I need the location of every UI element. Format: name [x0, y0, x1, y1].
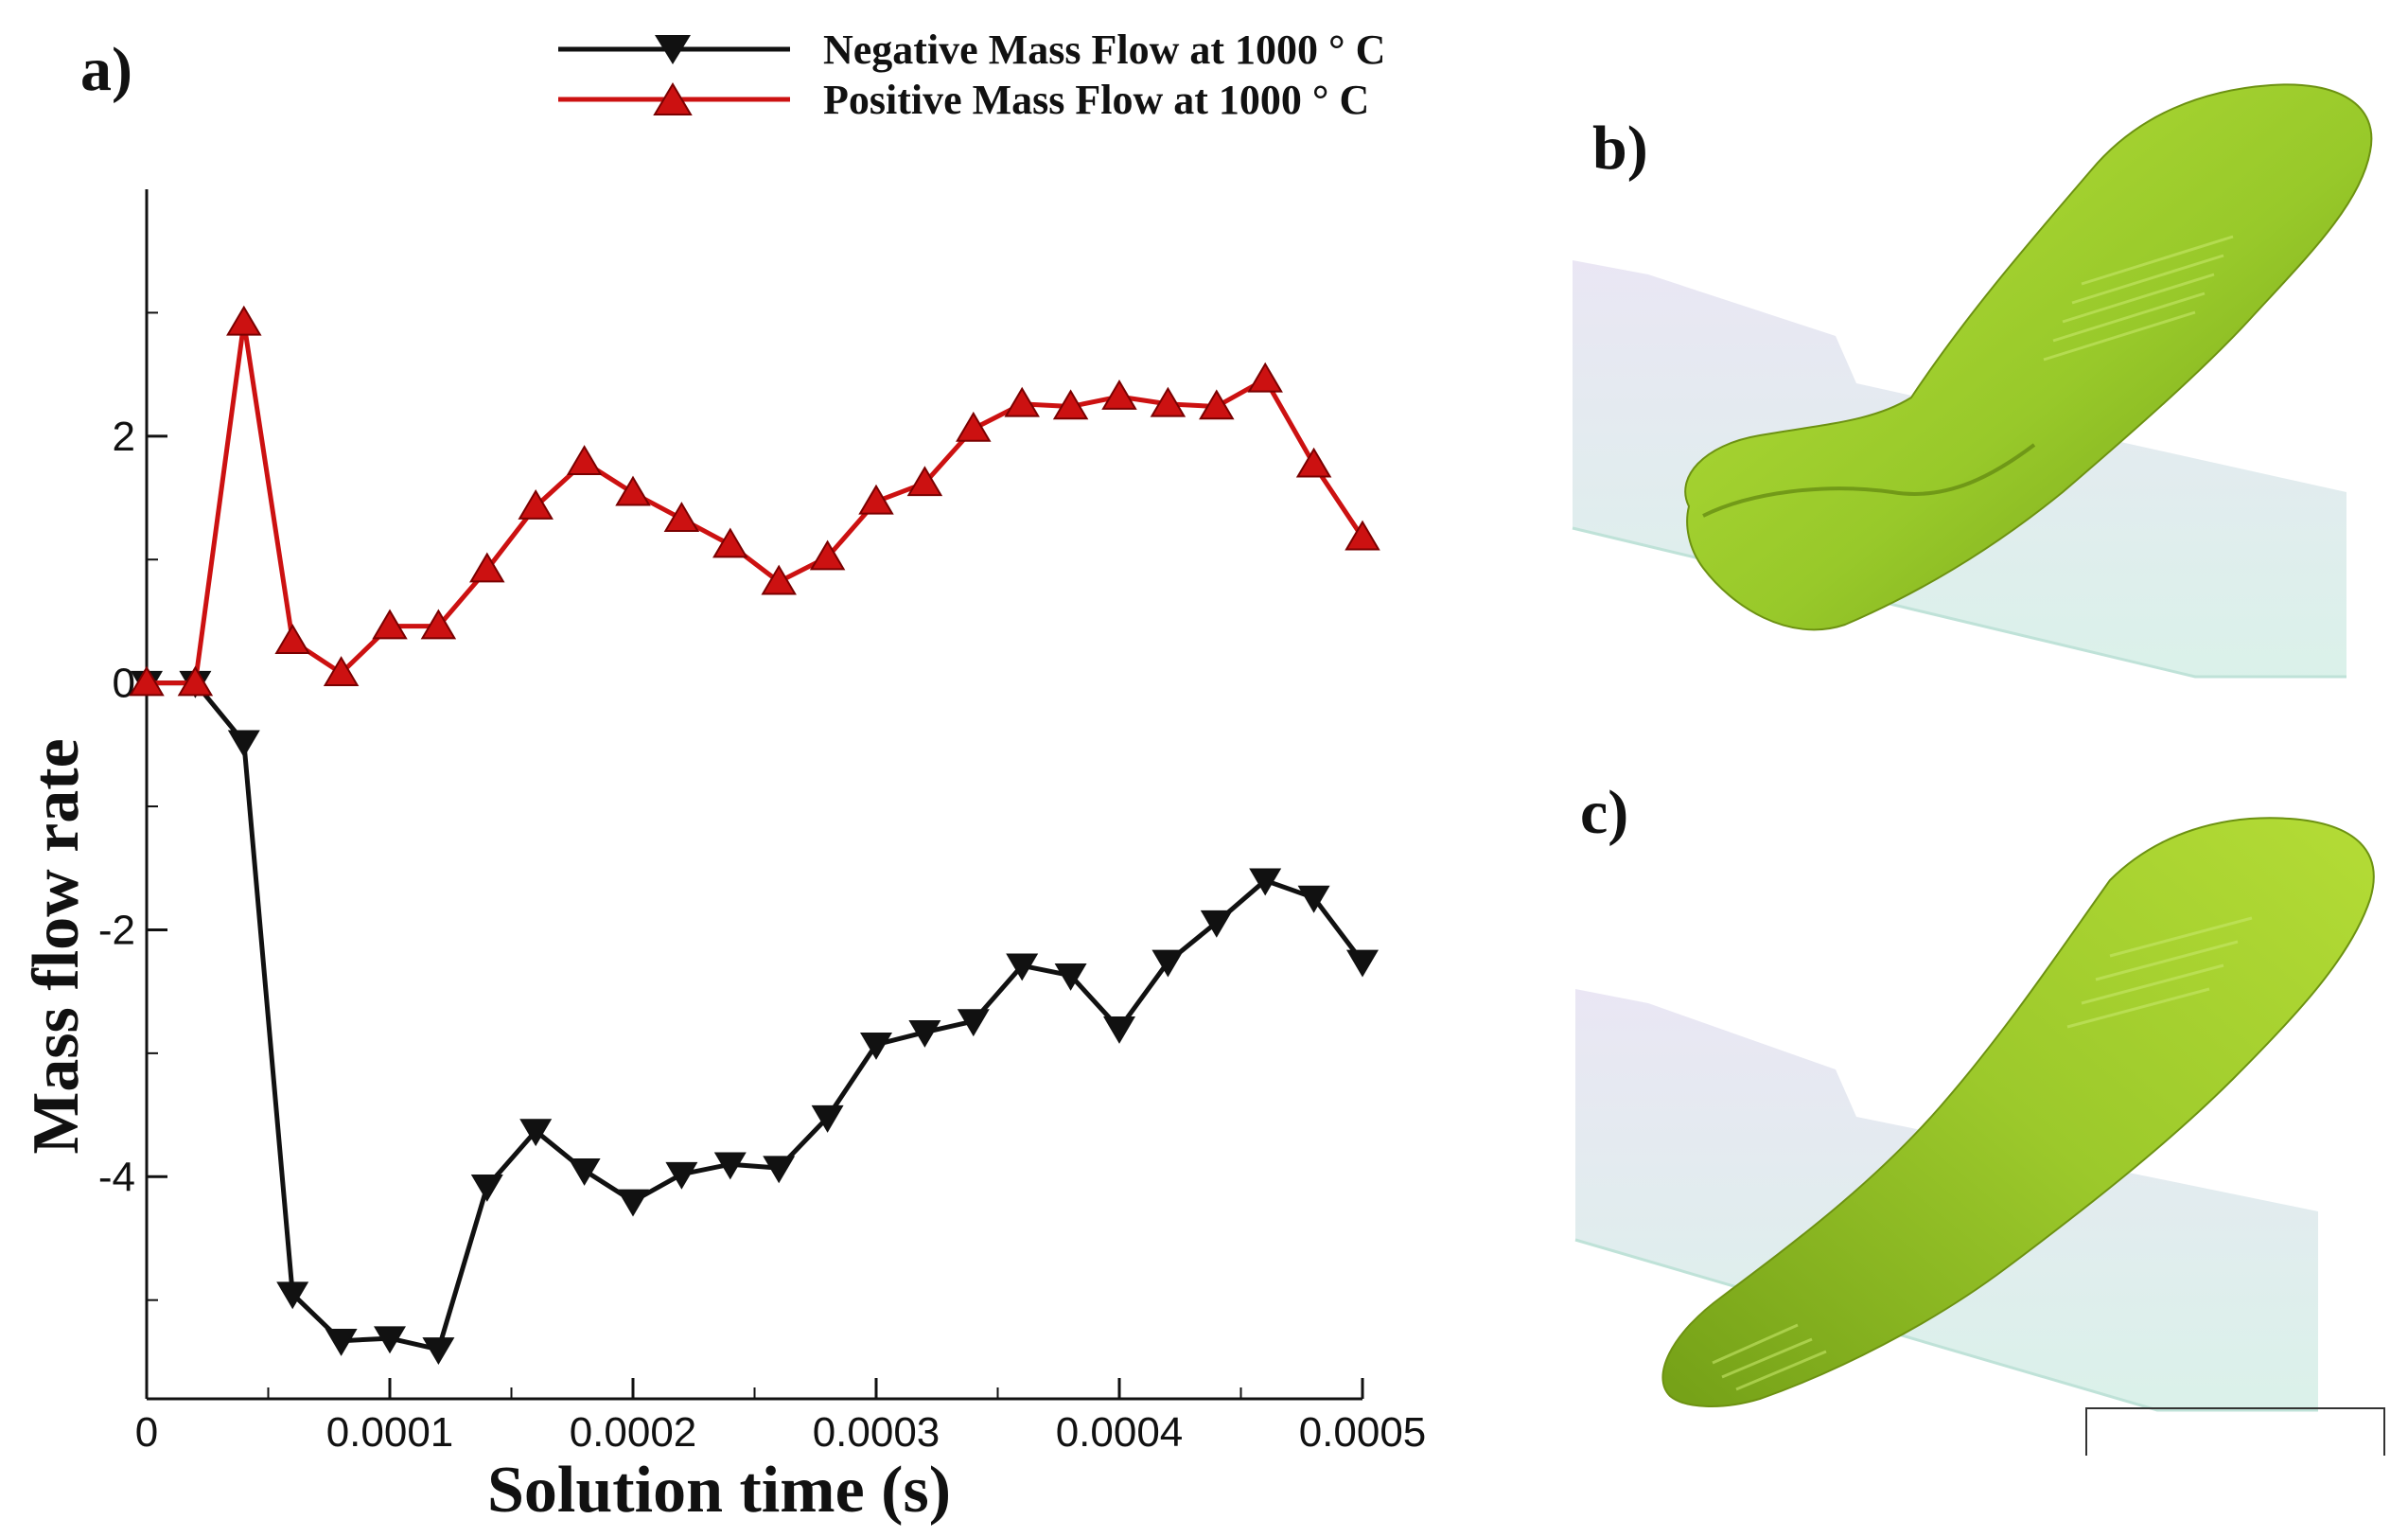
- data-point-positive: [129, 665, 165, 697]
- data-point-positive: [177, 665, 214, 697]
- y-tick-label: -4: [98, 1154, 135, 1200]
- data-point-positive: [274, 624, 310, 655]
- panel-label-c: c): [1580, 778, 1628, 847]
- x-axis-title: Solution time (s): [487, 1454, 951, 1527]
- data-point-positive: [1004, 386, 1040, 417]
- data-point-negative: [617, 1189, 649, 1217]
- data-point-positive: [518, 489, 554, 520]
- data-point-positive: [226, 305, 262, 336]
- data-point-positive: [1247, 362, 1283, 393]
- data-point-positive: [469, 552, 505, 583]
- data-point-positive: [372, 609, 408, 640]
- data-point-negative: [763, 1156, 796, 1184]
- data-point-positive: [1295, 447, 1332, 478]
- data-point-negative: [1346, 949, 1379, 978]
- data-point-negative: [665, 1161, 698, 1190]
- data-point-negative: [1249, 868, 1282, 896]
- x-tick-label: 0: [135, 1409, 158, 1456]
- data-point-negative: [811, 1104, 844, 1133]
- data-point-positive: [761, 564, 797, 595]
- legend-marker-negative: [655, 35, 691, 64]
- data-point-positive: [663, 502, 700, 532]
- y-tick-label: 0: [113, 661, 135, 707]
- x-tick-label: 0.0005: [1299, 1409, 1427, 1456]
- x-tick-label: 0.0001: [326, 1409, 454, 1456]
- data-point-positive: [809, 539, 846, 571]
- melt-pool-ripples-b: [2043, 235, 2234, 362]
- melt-pool-render-b: [1572, 83, 2373, 679]
- data-point-positive: [858, 484, 894, 515]
- data-point-negative: [422, 1337, 455, 1365]
- melt-pool-rim-b: [1702, 443, 2036, 518]
- x-tick-label: 0.0002: [570, 1409, 697, 1456]
- data-point-negative: [374, 1326, 406, 1354]
- data-point-negative: [276, 1281, 309, 1310]
- data-point-negative: [519, 1119, 553, 1147]
- data-point-negative: [568, 1157, 601, 1186]
- data-point-positive: [1101, 379, 1137, 410]
- data-point-negative: [908, 1019, 941, 1048]
- y-tick-label: -2: [98, 907, 135, 953]
- data-point-positive: [566, 445, 603, 475]
- panel-label-b: b): [1592, 114, 1648, 183]
- melt-pool-ripples-c: [1712, 916, 2253, 1391]
- series-line-positive: [147, 320, 1365, 686]
- chart-axes: 0 0.0001 0.0002 0.0003 0.0004 0.0005 -4 -2 0 2: [98, 189, 1426, 1456]
- data-point-positive: [323, 656, 360, 686]
- melt-pool-render-c: [1574, 817, 2375, 1412]
- data-point-negative: [1006, 953, 1039, 981]
- y-tick-label: 2: [113, 414, 135, 460]
- data-point-negative: [1200, 910, 1233, 938]
- data-point-positive: [420, 609, 457, 640]
- legend-marker-positive: [653, 82, 693, 115]
- data-point-positive: [1052, 389, 1089, 420]
- data-point-negative: [713, 1152, 747, 1180]
- y-axis-title: Mass flow rate: [20, 738, 93, 1154]
- data-point-positive: [1345, 520, 1380, 551]
- data-point-negative: [957, 1009, 990, 1037]
- data-point-positive: [956, 411, 992, 442]
- x-tick-label: 0.0004: [1056, 1409, 1184, 1456]
- data-point-negative: [325, 1328, 358, 1356]
- data-point-positive: [712, 527, 748, 558]
- data-point-positive: [1150, 386, 1186, 417]
- data-point-positive: [1199, 389, 1235, 420]
- frame-corner-c: [2085, 1407, 2385, 1456]
- data-point-positive: [906, 466, 943, 497]
- panel-label-a: a): [80, 35, 132, 104]
- legend: Negative Mass Flow at 1000 ° C Positive …: [558, 26, 1385, 123]
- data-point-negative: [1054, 963, 1087, 991]
- x-tick-label: 0.0003: [813, 1409, 940, 1456]
- series-line-negative: [147, 680, 1364, 1352]
- data-point-negative: [1151, 949, 1185, 978]
- data-point-negative: [1297, 885, 1330, 913]
- data-point-negative: [227, 730, 260, 758]
- data-point-negative: [860, 1032, 892, 1060]
- legend-label-negative: Negative Mass Flow at 1000 ° C: [823, 26, 1385, 73]
- data-point-negative: [470, 1174, 503, 1202]
- data-point-negative: [1103, 1016, 1135, 1044]
- series-positive-mass-flow: [129, 305, 1380, 697]
- legend-label-positive: Positive Mass Flow at 1000 ° C: [823, 77, 1369, 123]
- melt-pool-shape-c: [1661, 817, 2375, 1407]
- data-point-positive: [615, 475, 651, 506]
- melt-pool-shape-b: [1684, 83, 2373, 631]
- series-negative-mass-flow: [131, 670, 1379, 1365]
